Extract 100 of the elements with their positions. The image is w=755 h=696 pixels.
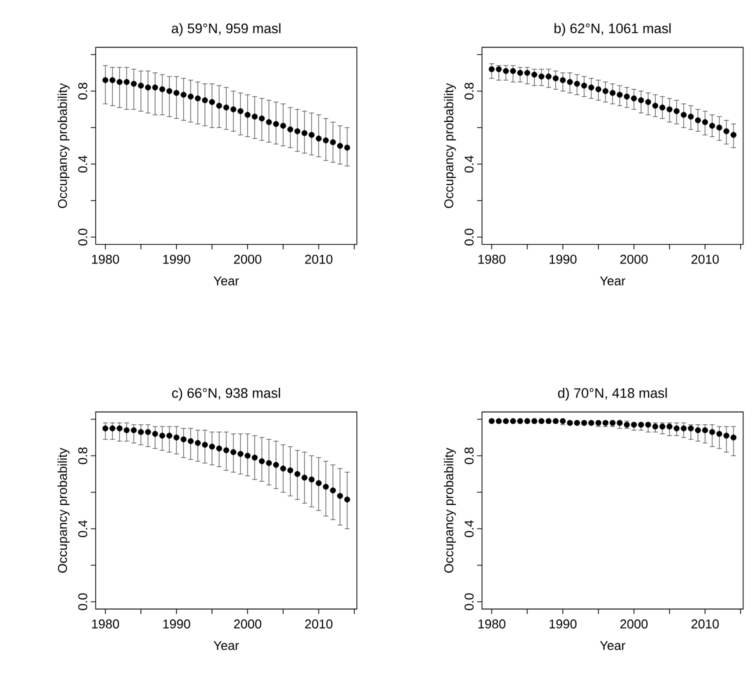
point [294, 471, 300, 478]
point [723, 128, 730, 134]
point [238, 451, 244, 457]
point [645, 99, 652, 106]
point [102, 77, 108, 84]
chart-title: b) 62°N, 1061 masl [554, 23, 671, 36]
point [244, 112, 251, 118]
x-axis-title: Year [214, 641, 239, 650]
point [244, 452, 251, 459]
x-tick-label: 2000 [620, 254, 648, 264]
x-axis-title: Year [600, 276, 626, 286]
point [130, 427, 137, 434]
x-tick-label: 1980 [92, 620, 120, 629]
y-axis-title: Occupancy probability [444, 83, 456, 208]
x-tick-label: 1980 [478, 254, 506, 264]
point [302, 130, 308, 136]
point [716, 124, 722, 131]
y-tick-label: 0.8 [464, 448, 474, 464]
point [674, 426, 680, 432]
point [209, 99, 215, 106]
point [109, 77, 116, 84]
point [287, 126, 294, 132]
point [202, 97, 208, 104]
point [602, 88, 608, 94]
point [337, 142, 344, 149]
point [330, 139, 336, 146]
x-tick-label: 1990 [163, 620, 190, 629]
y-axis-title: Occupancy probability [58, 83, 70, 208]
point [702, 427, 708, 434]
point [702, 119, 708, 126]
point [546, 74, 552, 80]
point [531, 72, 538, 78]
point [166, 88, 172, 94]
point [680, 112, 687, 118]
x-tick-label: 2000 [620, 620, 648, 629]
point [159, 432, 166, 439]
point [174, 90, 180, 96]
point [560, 77, 566, 84]
point [709, 429, 716, 436]
point [280, 122, 286, 129]
point [145, 429, 151, 436]
point [209, 444, 215, 450]
chart-title: d) 70°N, 418 masl [558, 388, 667, 401]
x-tick-label: 1990 [163, 254, 190, 264]
x-axis-title: Year [214, 276, 239, 286]
y-tick-label: 0.0 [464, 593, 474, 610]
point [194, 96, 201, 102]
point [124, 427, 130, 434]
point [174, 434, 180, 441]
point [595, 86, 602, 92]
point [102, 426, 108, 432]
point [524, 70, 530, 76]
point [116, 79, 123, 86]
point [130, 80, 137, 87]
point [680, 426, 687, 432]
point [280, 466, 286, 472]
point [316, 136, 322, 142]
point [273, 121, 280, 128]
point [145, 84, 151, 91]
point [709, 122, 716, 129]
point [730, 132, 736, 138]
point [694, 427, 701, 434]
point [258, 116, 265, 122]
y-tick-label: 0.4 [464, 520, 474, 538]
point [194, 440, 201, 446]
y-tick-label: 0.0 [78, 228, 88, 246]
point [517, 70, 524, 76]
point [152, 84, 158, 91]
point [488, 418, 495, 424]
point [258, 458, 265, 464]
point [138, 429, 144, 436]
point [230, 106, 236, 112]
point [302, 474, 308, 481]
x-tick-label: 1980 [92, 254, 120, 264]
point [216, 446, 222, 452]
point [723, 432, 730, 439]
point [502, 68, 509, 74]
point [287, 467, 294, 474]
y-tick-label: 0.4 [464, 156, 474, 173]
x-tick-label: 2010 [692, 254, 719, 264]
y-tick-label: 0.4 [78, 520, 88, 538]
y-axis-title: Occupancy probability [444, 448, 456, 573]
y-tick-label: 0.0 [464, 228, 474, 246]
y-tick-label: 0.8 [78, 82, 88, 100]
point [273, 462, 280, 468]
point [344, 144, 350, 151]
point [538, 74, 544, 80]
point [581, 82, 588, 89]
y-tick-label: 0.4 [78, 156, 88, 173]
point [552, 75, 559, 82]
point [308, 132, 315, 138]
point [688, 114, 694, 120]
point [266, 119, 272, 126]
x-tick-label: 1980 [478, 620, 506, 629]
point [308, 476, 315, 483]
x-tick-label: 2010 [305, 254, 332, 264]
point [624, 94, 630, 100]
y-tick-label: 0.8 [78, 448, 88, 464]
point [124, 79, 130, 86]
point [252, 454, 258, 461]
